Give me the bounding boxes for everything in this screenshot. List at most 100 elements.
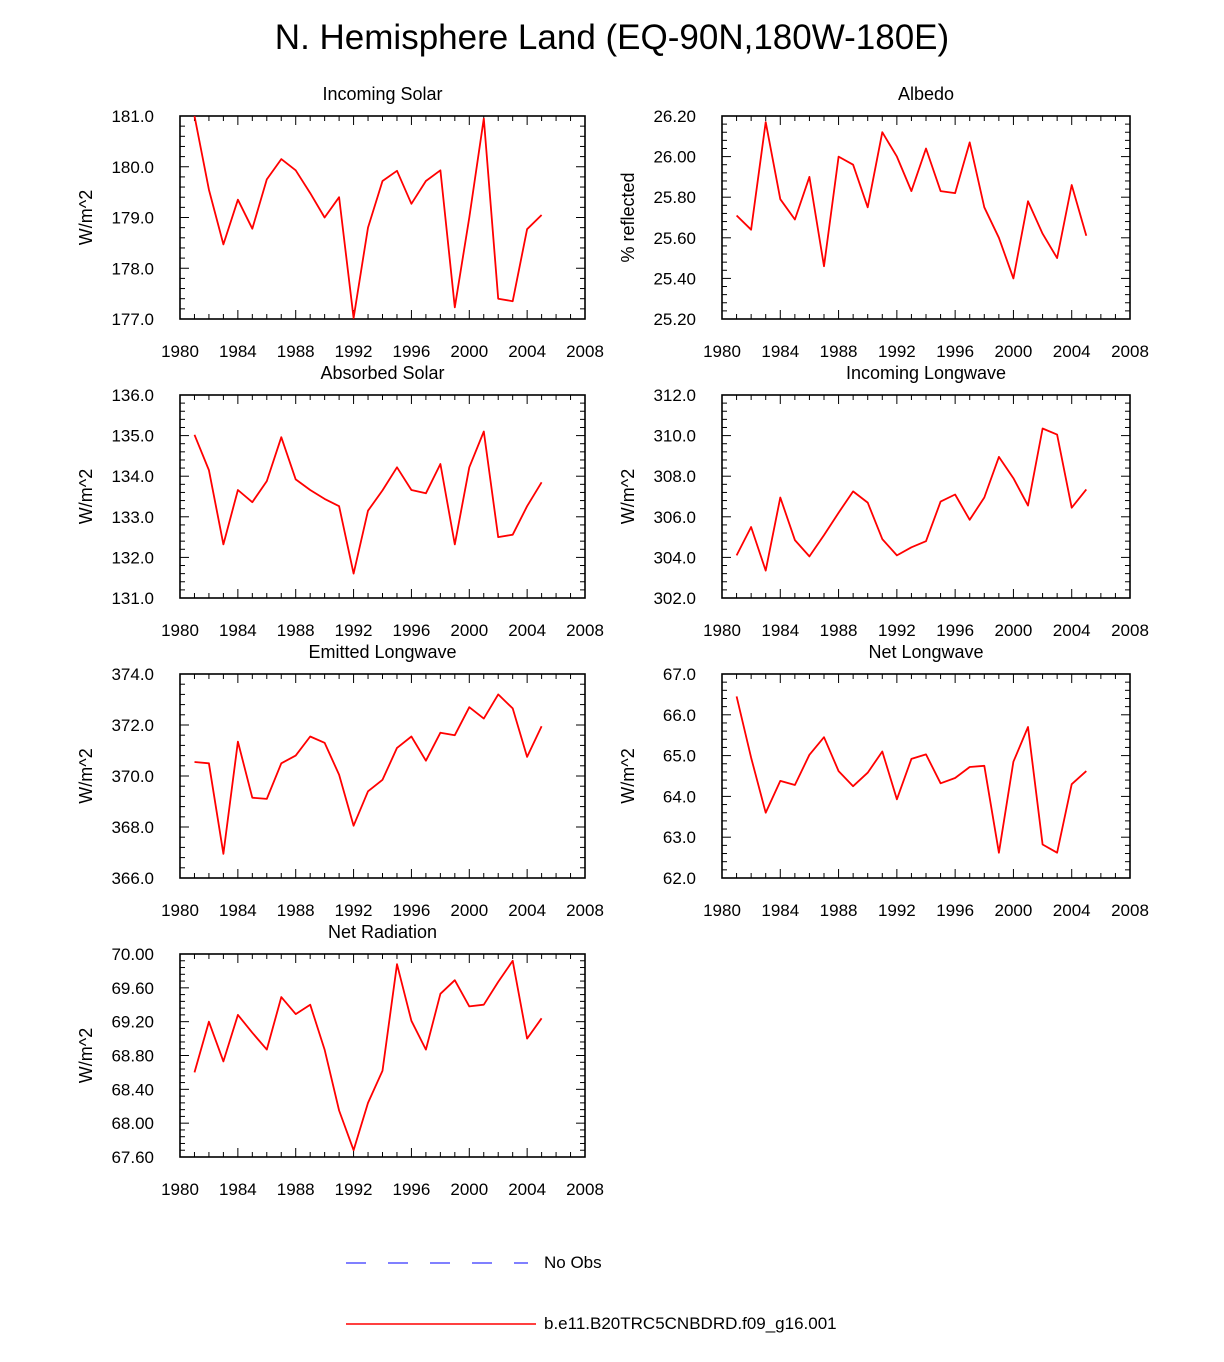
data-point [208,1020,210,1022]
data-point [1027,504,1029,506]
data-point [280,762,282,764]
x-tick-label: 1984 [761,901,799,920]
data-point [925,540,927,542]
x-tick-label: 2000 [450,342,488,361]
x-tick-label: 2008 [1111,901,1149,920]
data-point [1085,770,1087,772]
plot-frame [179,394,586,599]
data-point [381,180,383,182]
panel-4: 1980 1984 1988 1992 1996 2000 2004 2008 302.0 304… [618,363,1149,640]
data-point [511,960,513,962]
x-tick-label: 1984 [219,1180,257,1199]
data-point [193,115,195,117]
x-tick-label: 1992 [335,901,373,920]
y-tick-label: 179.0 [111,209,154,228]
data-point [969,519,971,521]
data-point [896,798,898,800]
data-point [352,825,354,827]
x-tick-label: 2000 [995,621,1033,640]
data-point [497,298,499,300]
data-point [338,774,340,776]
data-point [425,1048,427,1050]
x-tick-label: 2008 [566,342,604,361]
legend-obs-label: No Obs [544,1253,602,1272]
x-tick-label: 1984 [761,342,799,361]
data-point [765,121,767,123]
data-point [794,539,796,541]
panel-5: 1980 1984 1988 1992 1996 2000 2004 2008 366.0 368… [76,642,604,920]
x-tick-label: 2004 [508,901,546,920]
panel-6: 1980 1984 1988 1992 1996 2000 2004 2008 62.0 63.0… [618,642,1149,920]
data-point [540,214,542,216]
data-point [867,772,869,774]
data-point [396,963,398,965]
y-tick-label: 69.20 [111,1013,154,1032]
data-point [540,1017,542,1019]
data-point [910,758,912,760]
data-point [208,188,210,190]
x-tick-label: 2000 [995,901,1033,920]
data-point [266,1048,268,1050]
plot-frame [179,673,586,879]
y-tick-label: 67.0 [663,665,696,684]
data-point [852,785,854,787]
y-axis-label: W/m^2 [76,748,96,803]
data-point [867,206,869,208]
x-tick-label: 1992 [878,901,916,920]
y-tick-label: 304.0 [653,548,696,567]
y-tick-label: 134.0 [111,467,154,486]
x-tick-label: 1996 [936,342,974,361]
data-point [309,1004,311,1006]
data-point [925,753,927,755]
x-tick-label: 1996 [393,621,431,640]
data-point [896,554,898,556]
data-point [750,756,752,758]
data-point [1041,427,1043,429]
data-point [295,478,297,480]
data-point [998,456,1000,458]
data-point [983,496,985,498]
data-point [266,798,268,800]
data-point [779,496,781,498]
y-axis-label: % reflected [618,172,638,262]
data-point [540,481,542,483]
data-point [338,196,340,198]
panel-1: 1980 1984 1988 1992 1996 2000 2004 2008 177.0 178… [76,84,604,361]
data-point [511,300,513,302]
data-point [954,777,956,779]
y-tick-label: 180.0 [111,158,154,177]
data-point [396,170,398,172]
data-point [794,218,796,220]
data-point [381,779,383,781]
panel-7: 1980 1984 1988 1992 1996 2000 2004 2008 67.60 68.… [76,922,604,1199]
y-axis-label: W/m^2 [618,748,638,803]
x-tick-label: 1980 [161,621,199,640]
data-point [338,505,340,507]
data-point [425,492,427,494]
data-point [837,155,839,157]
y-tick-label: 178.0 [111,259,154,278]
data-point [193,434,195,436]
data-point [280,436,282,438]
y-tick-label: 68.00 [111,1114,154,1133]
x-tick-label: 2004 [1053,901,1091,920]
y-axis-label: W/m^2 [618,469,638,524]
data-point [939,500,941,502]
x-tick-label: 1992 [335,1180,373,1199]
data-point [910,546,912,548]
data-point [954,493,956,495]
data-point [367,510,369,512]
data-point [425,760,427,762]
data-point [439,463,441,465]
data-point [765,569,767,571]
data-point [439,169,441,171]
data-point [483,117,485,119]
x-tick-label: 2004 [508,621,546,640]
x-tick-label: 1996 [393,901,431,920]
plot-frame [721,673,1131,879]
x-tick-label: 1996 [393,342,431,361]
data-point [367,790,369,792]
panel-title: Incoming Solar [322,84,442,104]
data-point [808,754,810,756]
data-point [526,505,528,507]
